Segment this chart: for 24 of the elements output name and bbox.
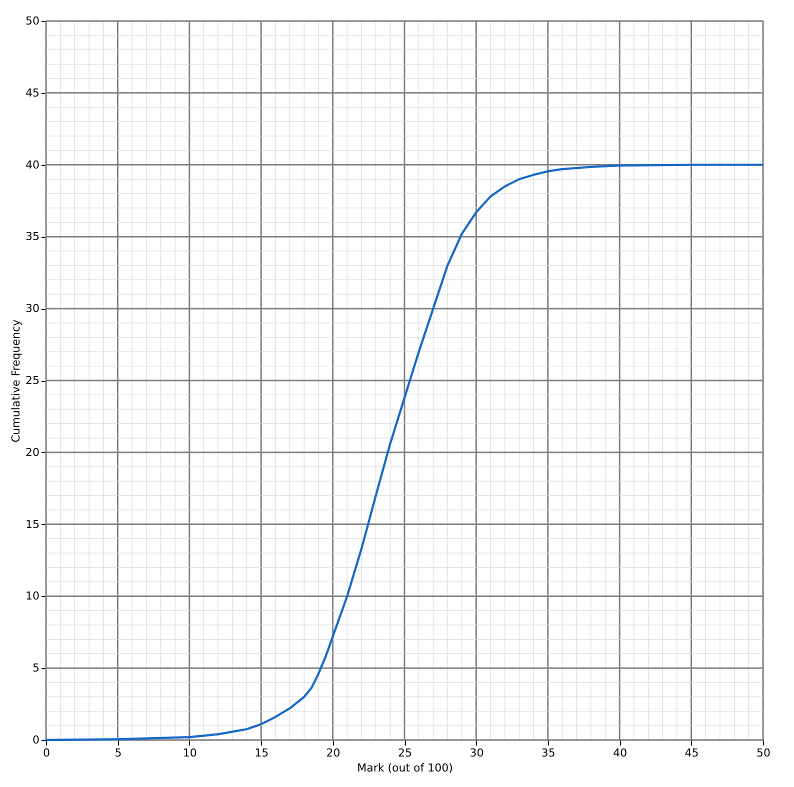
x-tick-label: 35 bbox=[541, 746, 556, 760]
x-tick-label: 5 bbox=[114, 746, 122, 760]
x-tick-label: 50 bbox=[756, 746, 770, 760]
y-tick-label: 25 bbox=[26, 374, 40, 387]
x-tick-label: 15 bbox=[254, 746, 269, 760]
y-tick-label: 0 bbox=[32, 734, 40, 746]
y-tick-label: 5 bbox=[32, 662, 40, 675]
y-tick-label: 15 bbox=[26, 518, 40, 531]
x-tick-label: 30 bbox=[470, 746, 484, 760]
x-tick-label: 10 bbox=[182, 746, 197, 760]
x-tick-label: 25 bbox=[398, 746, 412, 760]
y-axis-title: Cumulative Frequency bbox=[10, 318, 23, 443]
x-tick-label: 0 bbox=[43, 746, 50, 760]
y-tick-label: 20 bbox=[26, 446, 40, 459]
x-tick-label: 45 bbox=[684, 746, 699, 760]
y-tick-label: 45 bbox=[26, 86, 40, 100]
y-tick-label: 10 bbox=[26, 590, 40, 603]
y-tick-label: 30 bbox=[26, 302, 40, 316]
x-axis-title: Mark (out of 100) bbox=[357, 762, 453, 774]
y-tick-label: 50 bbox=[26, 14, 40, 28]
x-tick-label: 40 bbox=[613, 746, 628, 760]
x-tick-label: 20 bbox=[326, 746, 340, 760]
y-tick-label: 40 bbox=[26, 158, 40, 172]
y-tick-label: 35 bbox=[26, 230, 40, 244]
